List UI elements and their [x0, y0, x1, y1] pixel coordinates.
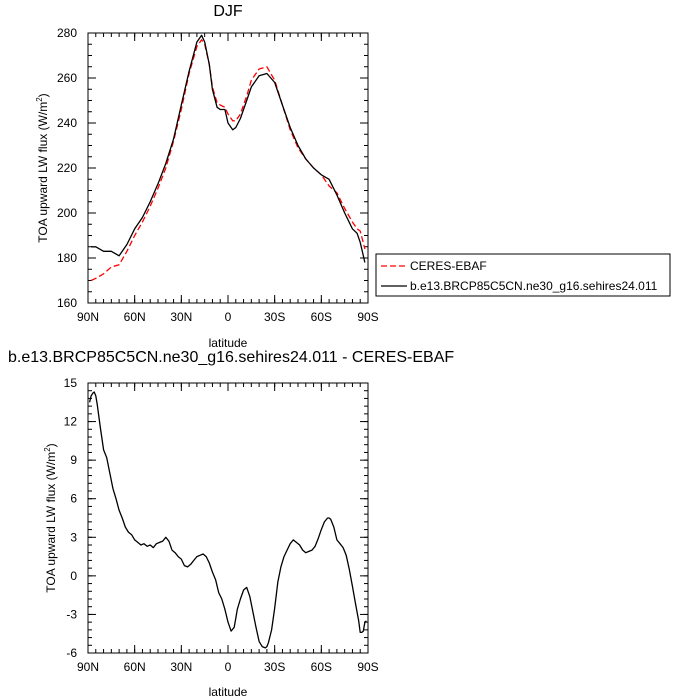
x-tick-label: 60S	[311, 310, 332, 324]
y-axis-label-main: TOA upward LW flux (W/m	[44, 452, 58, 593]
y-axis-label-end: )	[44, 443, 58, 447]
x-tick-label: 90S	[357, 310, 378, 324]
y-tick-label: 160	[57, 296, 77, 310]
chart-title: DJF	[213, 3, 243, 20]
y-tick-label: -3	[66, 607, 77, 621]
y-axis-label: TOA upward LW flux (W/m2)	[43, 443, 58, 592]
y-tick-label: 9	[70, 453, 77, 467]
x-tick-label: 30S	[264, 660, 285, 674]
chart-panel-2: b.e13.BRCP85C5CN.ne30_g16.sehires24.011 …	[8, 349, 454, 699]
legend: CERES-EBAF b.e13.BRCP85C5CN.ne30_g16.sehi…	[375, 253, 671, 297]
x-tick-label: 90N	[77, 660, 99, 674]
x-tick-label: 90S	[357, 660, 378, 674]
y-axis-label-end: )	[36, 93, 50, 97]
x-tick-label: 30N	[170, 310, 192, 324]
y-tick-label: 200	[57, 206, 77, 220]
x-tick-label: 90N	[77, 310, 99, 324]
y-tick-label: 3	[70, 530, 77, 544]
x-axis-label: latitude	[209, 336, 248, 350]
x-tick-label: 0	[225, 660, 232, 674]
plot-frame	[87, 382, 369, 654]
y-tick-label: 15	[64, 376, 78, 390]
legend-entry-1: CERES-EBAF	[410, 259, 487, 273]
x-tick-label: 30S	[264, 310, 285, 324]
y-axis-label-sup: 2	[35, 97, 44, 102]
y-tick-label: 280	[57, 26, 77, 40]
y-tick-label: 260	[57, 71, 77, 85]
y-tick-label: 0	[70, 569, 77, 583]
minor-ticks	[87, 32, 369, 304]
y-axis-label-main: TOA upward LW flux (W/m	[36, 102, 50, 243]
y-tick-label: 12	[64, 415, 78, 429]
y-tick-label: 6	[70, 492, 77, 506]
series-line-1	[90, 39, 366, 282]
x-tick-label: 60S	[311, 660, 332, 674]
x-tick-label: 0	[225, 310, 232, 324]
x-tick-label: 60N	[124, 310, 146, 324]
y-tick-label: -6	[66, 646, 77, 660]
y-axis-label: TOA upward LW flux (W/m2)	[35, 93, 50, 242]
minor-ticks	[87, 382, 369, 654]
x-tick-label: 60N	[124, 660, 146, 674]
chart-title: b.e13.BRCP85C5CN.ne30_g16.sehires24.011 …	[8, 349, 454, 366]
x-tick-label: 30N	[170, 660, 192, 674]
y-tick-label: 180	[57, 251, 77, 265]
x-axis-label: latitude	[209, 685, 248, 699]
y-tick-label: 220	[57, 161, 77, 175]
series-line-2	[91, 34, 366, 263]
legend-entry-2: b.e13.BRCP85C5CN.ne30_g16.sehires24.011	[410, 279, 658, 293]
plot-frame	[87, 32, 369, 304]
y-axis-label-sup: 2	[43, 447, 52, 452]
y-tick-label: 240	[57, 116, 77, 130]
series-line-1	[88, 391, 367, 649]
chart-panel-1: DJF 90N 60N 30N 0 30S 60S 90S 160 180 200 220 240 260…	[35, 3, 671, 350]
